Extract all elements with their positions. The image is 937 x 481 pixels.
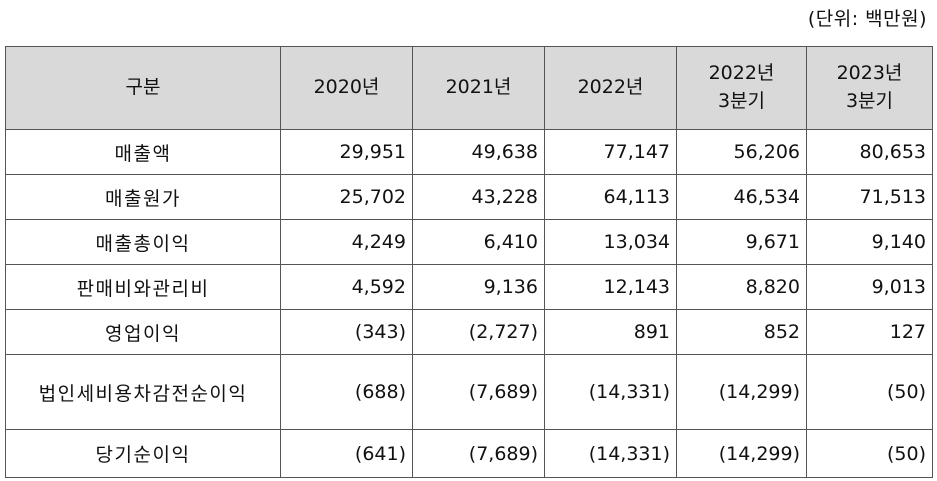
cell-value: 80,653 [806, 129, 933, 175]
table-header-row: 구분 2020년 2021년 2022년 2022년 3분기 2023년 3분기 [5, 46, 933, 130]
header-2020: 2020년 [280, 46, 413, 130]
cell-value: 25,702 [280, 174, 413, 220]
cell-value: 9,136 [412, 264, 545, 310]
table-row: 법인세비용차감전순이익 (688) (7,689) (14,331) (14,2… [5, 354, 933, 430]
header-2022-q3: 2022년 3분기 [676, 46, 807, 130]
cell-value: (2,727) [412, 309, 545, 355]
cell-value: (50) [806, 429, 933, 478]
header-2022-q3-quarter: 3분기 [717, 90, 766, 112]
header-2023-q3-year: 2023년 [836, 62, 903, 85]
row-label: 법인세비용차감전순이익 [5, 354, 281, 430]
header-2023-q3-quarter: 3분기 [845, 90, 894, 112]
row-label: 매출액 [5, 129, 281, 175]
cell-value: 4,592 [280, 264, 413, 310]
table-row: 매출원가 25,702 43,228 64,113 46,534 71,513 [5, 174, 933, 220]
table-row: 매출액 29,951 49,638 77,147 56,206 80,653 [5, 129, 933, 175]
cell-value: (50) [806, 354, 933, 430]
cell-value: 6,410 [412, 219, 545, 265]
financial-summary-table: 구분 2020년 2021년 2022년 2022년 3분기 2023년 3분기… [5, 46, 933, 478]
cell-value: 43,228 [412, 174, 545, 220]
cell-value: (7,689) [412, 429, 545, 478]
cell-value: (641) [280, 429, 413, 478]
table-row: 당기순이익 (641) (7,689) (14,331) (14,299) (5… [5, 429, 933, 478]
cell-value: 8,820 [676, 264, 807, 310]
row-label: 영업이익 [5, 309, 281, 355]
cell-value: 127 [806, 309, 933, 355]
row-label: 매출원가 [5, 174, 281, 220]
cell-value: 77,147 [544, 129, 677, 175]
cell-value: (14,299) [676, 354, 807, 430]
cell-value: 4,249 [280, 219, 413, 265]
cell-value: 46,534 [676, 174, 807, 220]
table-row: 영업이익 (343) (2,727) 891 852 127 [5, 309, 933, 355]
cell-value: 12,143 [544, 264, 677, 310]
cell-value: 13,034 [544, 219, 677, 265]
cell-value: 71,513 [806, 174, 933, 220]
cell-value: (688) [280, 354, 413, 430]
cell-value: 49,638 [412, 129, 545, 175]
header-2023-q3: 2023년 3분기 [806, 46, 933, 130]
header-2022: 2022년 [544, 46, 677, 130]
cell-value: (14,331) [544, 354, 677, 430]
cell-value: 891 [544, 309, 677, 355]
row-label: 판매비와관리비 [5, 264, 281, 310]
header-2021: 2021년 [412, 46, 545, 130]
cell-value: 56,206 [676, 129, 807, 175]
header-category: 구분 [5, 46, 281, 130]
cell-value: 29,951 [280, 129, 413, 175]
cell-value: 852 [676, 309, 807, 355]
header-2022-q3-year: 2022년 [708, 62, 775, 85]
cell-value: (7,689) [412, 354, 545, 430]
cell-value: 64,113 [544, 174, 677, 220]
cell-value: 9,140 [806, 219, 933, 265]
cell-value: (14,331) [544, 429, 677, 478]
cell-value: 9,013 [806, 264, 933, 310]
cell-value: (14,299) [676, 429, 807, 478]
row-label: 당기순이익 [5, 429, 281, 478]
table-row: 매출총이익 4,249 6,410 13,034 9,671 9,140 [5, 219, 933, 265]
cell-value: (343) [280, 309, 413, 355]
table-row: 판매비와관리비 4,592 9,136 12,143 8,820 9,013 [5, 264, 933, 310]
cell-value: 9,671 [676, 219, 807, 265]
unit-note: (단위: 백만원) [807, 8, 927, 30]
row-label: 매출총이익 [5, 219, 281, 265]
